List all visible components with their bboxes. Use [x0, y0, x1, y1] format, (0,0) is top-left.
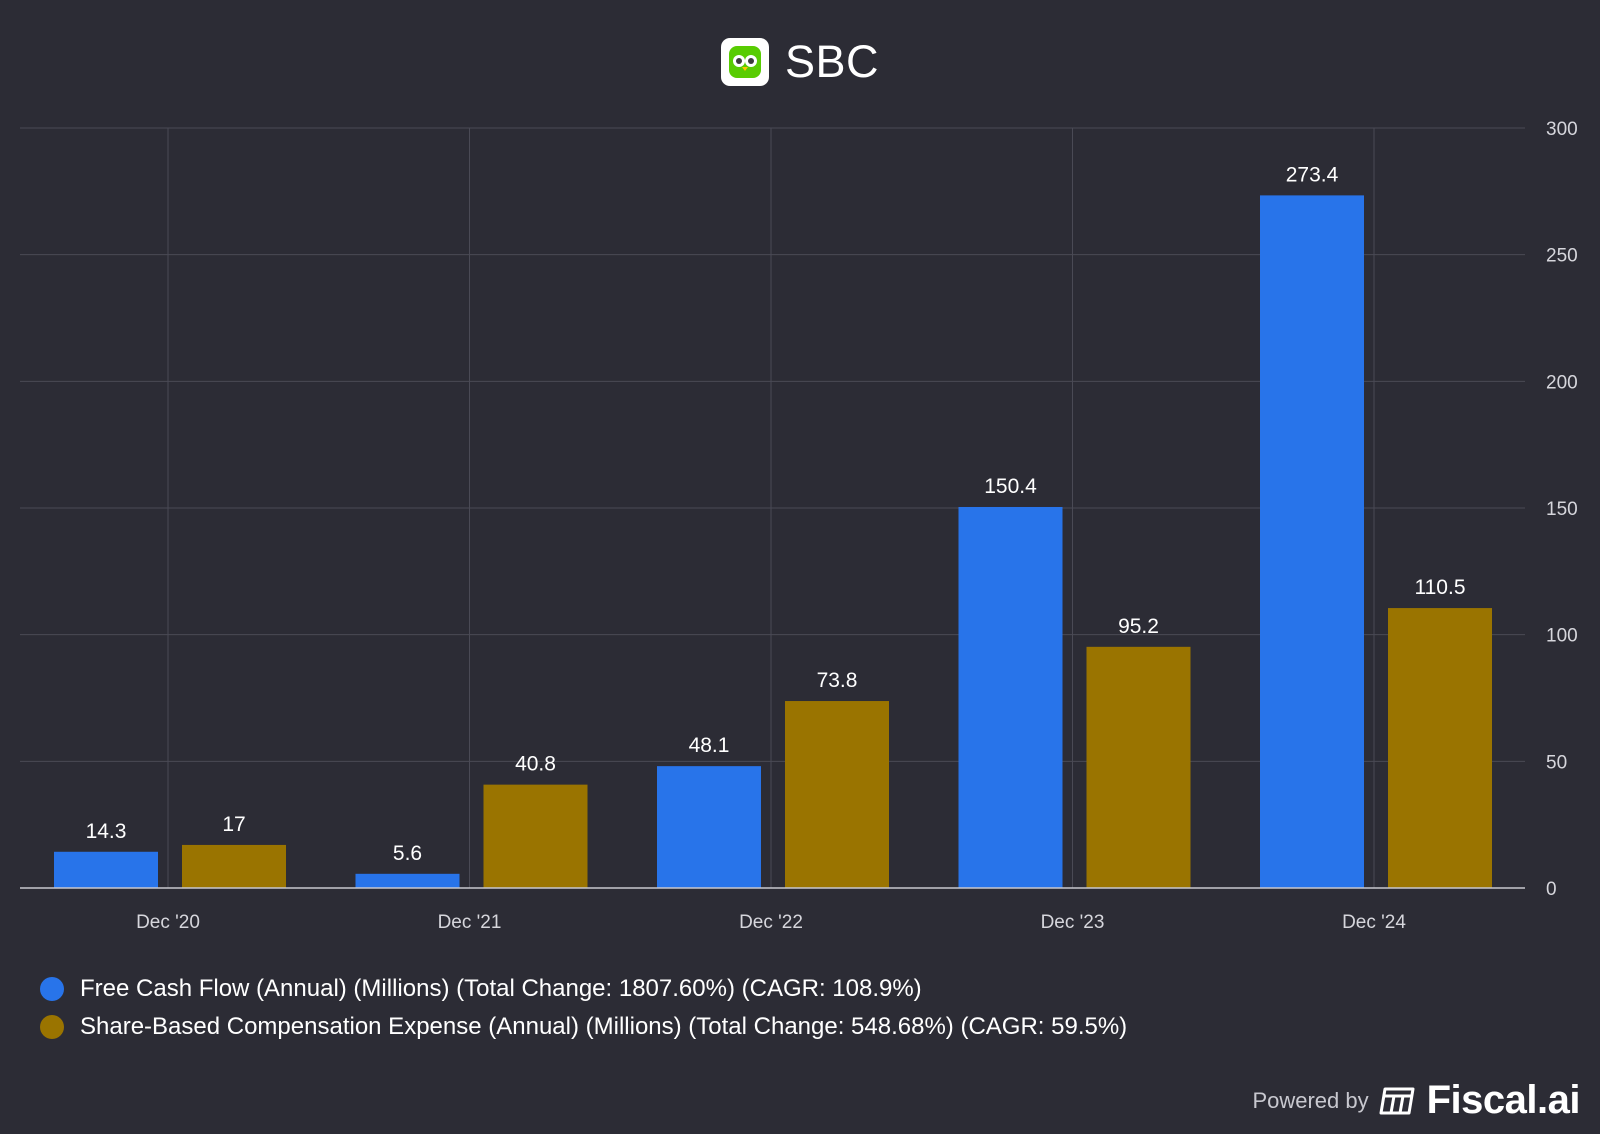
- fiscal-logo-icon: [1379, 1087, 1415, 1114]
- bar-sbc-expense: [182, 844, 286, 888]
- x-tick-label: Dec '23: [1041, 912, 1105, 933]
- data-label: 150.4: [984, 475, 1037, 498]
- y-tick-label: 300: [1546, 119, 1578, 140]
- chart-title: SBC: [784, 36, 880, 87]
- legend-item[interactable]: Free Cash Flow (Annual) (Millions) (Tota…: [40, 970, 1127, 1008]
- bar-free-cash-flow: [1260, 195, 1364, 889]
- bar-chart: 0 50 100 150 200 250 300 Dec '20 Dec '21 Dec '22 D…: [20, 119, 1578, 933]
- data-label: 73.8: [817, 669, 858, 692]
- data-label: 14.3: [86, 820, 127, 843]
- powered-by-label: Powered by: [1252, 1087, 1369, 1113]
- data-label: 40.8: [515, 753, 556, 776]
- bar-sbc-expense: [1388, 608, 1492, 888]
- bar-sbc-expense: [785, 701, 889, 888]
- y-tick-label: 0: [1546, 879, 1557, 900]
- bar-sbc-expense: [1086, 646, 1191, 888]
- bar-free-cash-flow: [657, 766, 761, 888]
- y-tick-label: 50: [1546, 752, 1567, 773]
- y-tick-label: 250: [1546, 246, 1578, 267]
- legend-marker: [40, 977, 64, 1001]
- footer: Powered by Fiscal.ai: [1252, 1078, 1580, 1123]
- legend-marker: [40, 1015, 64, 1039]
- brand-name: Fiscal.ai: [1426, 1078, 1581, 1122]
- y-tick-label: 150: [1546, 499, 1578, 520]
- x-tick-label: Dec '20: [136, 912, 200, 933]
- legend-item[interactable]: Share-Based Compensation Expense (Annual…: [40, 1008, 1127, 1046]
- legend-label: Free Cash Flow (Annual) (Millions) (Tota…: [80, 975, 922, 1002]
- data-label: 95.2: [1118, 615, 1159, 638]
- bar-free-cash-flow: [355, 873, 460, 888]
- bar-sbc-expense: [483, 784, 588, 888]
- data-label: 110.5: [1415, 576, 1466, 599]
- bar-free-cash-flow: [958, 506, 1063, 888]
- y-tick-label: 200: [1546, 372, 1578, 393]
- duolingo-owl-icon: [720, 38, 769, 86]
- bar-free-cash-flow: [54, 851, 158, 888]
- data-label: 273.4: [1286, 163, 1339, 186]
- data-label: 48.1: [689, 734, 730, 757]
- chart-legend: Free Cash Flow (Annual) (Millions) (Tota…: [40, 970, 1127, 1046]
- x-tick-label: Dec '21: [438, 912, 502, 933]
- data-label: 17: [222, 813, 245, 836]
- y-tick-label: 100: [1546, 626, 1578, 647]
- chart-header: SBC: [0, 36, 1600, 88]
- x-tick-label: Dec '22: [739, 912, 803, 933]
- data-label: 5.6: [393, 842, 422, 865]
- x-tick-label: Dec '24: [1342, 912, 1406, 933]
- legend-label: Share-Based Compensation Expense (Annual…: [80, 1013, 1128, 1040]
